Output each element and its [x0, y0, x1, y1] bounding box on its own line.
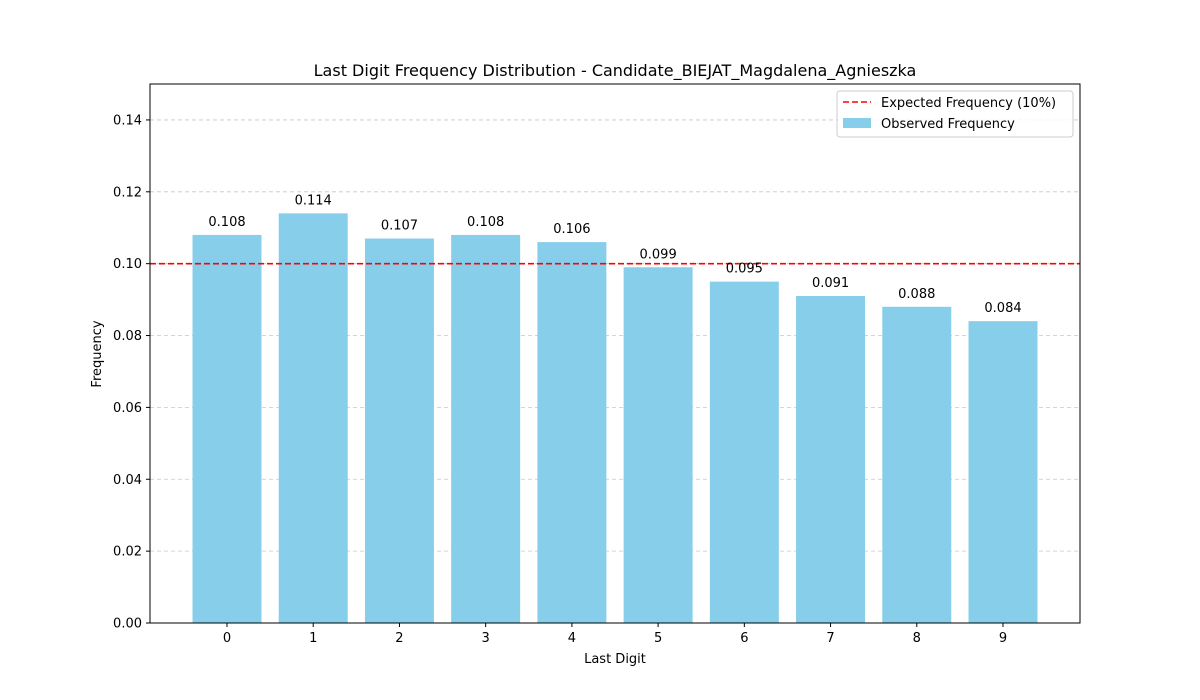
x-tick-label: 4 — [568, 631, 576, 646]
y-axis-label: Frequency — [90, 320, 105, 387]
bar-value-label: 0.108 — [208, 215, 245, 230]
x-tick-label: 2 — [395, 631, 403, 646]
y-tick-label: 0.00 — [113, 617, 142, 632]
x-tick-label: 3 — [482, 631, 490, 646]
legend-observed-swatch — [843, 118, 871, 128]
bar-value-label: 0.114 — [295, 193, 332, 208]
y-tick-label: 0.04 — [113, 473, 142, 488]
x-tick-label: 0 — [223, 631, 231, 646]
x-tick-label: 5 — [654, 631, 662, 646]
y-tick-label: 0.06 — [113, 401, 142, 416]
bar-value-label: 0.084 — [984, 301, 1021, 316]
x-axis-ticks: 0 1 2 3 4 5 6 7 8 9 — [223, 623, 1007, 646]
bar — [537, 242, 607, 623]
bar-value-labels: 0.108 0.114 0.107 0.108 0.106 0.099 0.095 0.091… — [208, 193, 1021, 316]
x-tick-label: 9 — [999, 631, 1007, 646]
y-axis-ticks: 0.00 0.02 0.04 0.06 0.08 0.10 0.12 0.14 — [113, 113, 150, 632]
legend-observed-label: Observed Frequency — [881, 117, 1015, 132]
y-tick-label: 0.12 — [113, 185, 142, 200]
bar — [709, 281, 779, 623]
legend-reference-label: Expected Frequency (10%) — [881, 96, 1056, 111]
chart-title: Last Digit Frequency Distribution - Cand… — [314, 61, 917, 81]
bar — [796, 296, 866, 623]
bar — [192, 234, 262, 624]
bar — [882, 306, 952, 623]
bar — [364, 238, 434, 623]
x-tick-label: 1 — [309, 631, 317, 646]
y-tick-label: 0.10 — [113, 257, 142, 272]
y-tick-label: 0.08 — [113, 329, 142, 344]
plot-frame — [149, 83, 1081, 624]
bar-value-label: 0.106 — [553, 222, 590, 237]
y-tick-label: 0.14 — [113, 113, 142, 128]
bar-value-label: 0.088 — [898, 287, 935, 302]
x-axis-label: Last Digit — [584, 652, 646, 667]
legend: Expected Frequency (10%) Observed Freque… — [836, 90, 1074, 138]
bar — [278, 213, 348, 624]
bar — [451, 234, 521, 624]
bar-value-label: 0.095 — [726, 262, 763, 277]
legend-box — [836, 90, 1074, 138]
bar — [968, 321, 1038, 623]
x-tick-label: 7 — [826, 631, 834, 646]
bar-value-label: 0.107 — [381, 219, 418, 234]
x-tick-label: 8 — [913, 631, 921, 646]
bars — [192, 213, 1038, 624]
bar-value-label: 0.099 — [640, 247, 677, 262]
bar — [623, 267, 693, 623]
bar-value-label: 0.091 — [812, 276, 849, 291]
x-tick-label: 6 — [740, 631, 748, 646]
y-tick-label: 0.02 — [113, 545, 142, 560]
bar-value-label: 0.108 — [467, 215, 504, 230]
